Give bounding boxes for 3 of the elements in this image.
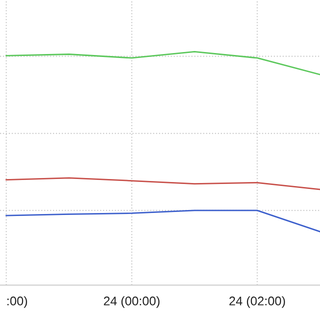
x-tick-label: 24 (02:00) <box>229 296 285 308</box>
x-tick-label: :00) <box>7 296 28 308</box>
x-tick-label: 24 (00:00) <box>104 296 160 308</box>
